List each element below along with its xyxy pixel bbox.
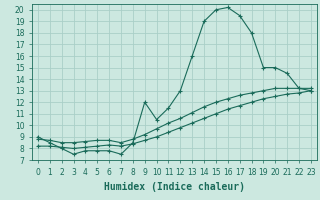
- X-axis label: Humidex (Indice chaleur): Humidex (Indice chaleur): [104, 182, 245, 192]
